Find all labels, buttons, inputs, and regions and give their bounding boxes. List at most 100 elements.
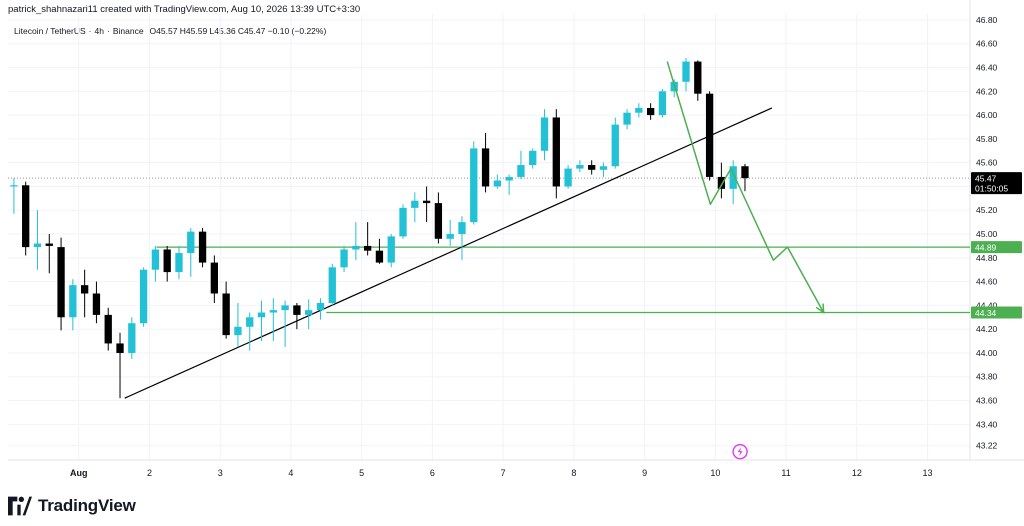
candle-body[interactable] (741, 166, 749, 179)
candle-body[interactable] (210, 262, 219, 294)
candle-body[interactable] (257, 312, 266, 318)
candle-body[interactable] (116, 343, 124, 353)
price-chart[interactable]: 43.22 43.40 43.60 43.80 44.00 44.20 44.40 44.60… (0, 0, 1024, 490)
candle-body[interactable] (470, 148, 478, 223)
candle-body[interactable] (69, 285, 77, 318)
y-tick-label: 45.80 (976, 134, 998, 144)
y-tick-label: 46.00 (976, 110, 998, 120)
candle-body[interactable] (658, 91, 667, 116)
candle-body[interactable] (269, 310, 277, 313)
candle-body[interactable] (434, 203, 443, 239)
candle-body[interactable] (316, 303, 325, 311)
candle-body[interactable] (175, 253, 183, 273)
y-tick-label: 46.40 (976, 63, 998, 73)
y-tick-label: 46.20 (976, 86, 998, 96)
candle-body[interactable] (540, 117, 549, 151)
x-tick-label: 6 (430, 468, 435, 478)
level-price-label: 44.89 (975, 243, 997, 253)
y-tick-label: 44.80 (976, 253, 998, 263)
y-tick-label: 44.00 (976, 348, 998, 358)
tradingview-logo-icon (8, 496, 32, 516)
candle-body[interactable] (128, 323, 136, 353)
projection-arrowhead (815, 303, 825, 315)
candle-body[interactable] (599, 166, 608, 170)
last-price-label: 45.47 (975, 174, 997, 184)
ohlc-values: O45.57 H45.59 L45.36 C45.47 −0.10 (−0.22… (149, 26, 327, 36)
candle-body[interactable] (588, 165, 596, 170)
last-price-label: 01:50:05 (975, 184, 1008, 194)
candle-body[interactable] (340, 249, 348, 268)
candle-body[interactable] (717, 176, 726, 189)
y-tick-label: 46.60 (976, 39, 998, 49)
lightning-bolt-glyph (737, 447, 743, 457)
symbol-exchange: Binance (112, 26, 144, 36)
candle-body[interactable] (151, 249, 160, 270)
symbol-name[interactable]: Litecoin / TetherUS (14, 26, 86, 36)
candle-body[interactable] (446, 234, 454, 239)
candle-body[interactable] (234, 326, 242, 336)
candle-body[interactable] (458, 222, 466, 235)
candle-body[interactable] (163, 249, 171, 273)
candle-body[interactable] (481, 148, 490, 187)
y-tick-label: 43.60 (976, 396, 998, 406)
tradingview-logo[interactable]: TradingView (8, 494, 136, 518)
candle-body[interactable] (352, 245, 360, 250)
candle-body[interactable] (22, 185, 30, 248)
x-tick-label: 5 (359, 468, 364, 478)
x-tick-label: 10 (710, 468, 720, 478)
level-price-label-bg (971, 306, 1022, 319)
candle-body[interactable] (33, 243, 42, 248)
candle-body[interactable] (187, 231, 195, 254)
candle-body[interactable] (293, 305, 301, 315)
y-tick-label: 44.60 (976, 277, 998, 287)
symbol-interval[interactable]: 4h (94, 26, 104, 36)
x-tick-label: 7 (501, 468, 506, 478)
symbol-legend[interactable]: Litecoin / TetherUS · 4h · Binance O45.57 H45… (14, 26, 327, 36)
x-tick-label: 3 (218, 468, 223, 478)
candle-body[interactable] (611, 124, 619, 167)
x-tick-label: 9 (642, 468, 647, 478)
candle-body[interactable] (682, 61, 690, 82)
x-tick-label: 12 (852, 468, 862, 478)
candle-body[interactable] (422, 200, 431, 204)
candle-body[interactable] (80, 285, 89, 294)
candle-body[interactable] (198, 231, 207, 263)
candle-body[interactable] (694, 61, 702, 94)
candle-body[interactable] (576, 165, 584, 169)
candle-body[interactable] (623, 112, 631, 125)
candle-body[interactable] (57, 247, 65, 318)
candle-body[interactable] (505, 176, 513, 181)
y-tick-label: 44.20 (976, 324, 998, 334)
candle-body[interactable] (387, 236, 395, 263)
candle-body[interactable] (552, 117, 560, 187)
y-tick-label: 45.00 (976, 229, 998, 239)
candle-body[interactable] (222, 293, 230, 336)
candle-body[interactable] (10, 185, 18, 187)
candle-body[interactable] (281, 305, 289, 311)
x-tick-label: 13 (923, 468, 933, 478)
candle-body[interactable] (705, 93, 714, 177)
candle-body[interactable] (399, 207, 407, 237)
candle-body[interactable] (493, 180, 502, 187)
candle-body[interactable] (564, 168, 572, 187)
candle-body[interactable] (729, 166, 737, 189)
candle-body[interactable] (375, 250, 384, 263)
candle-body[interactable] (635, 107, 643, 113)
candle-body[interactable] (45, 243, 53, 246)
candle-body[interactable] (246, 317, 254, 327)
candle-body[interactable] (411, 200, 419, 208)
last-price-label-bg (971, 172, 1022, 195)
y-tick-label: 44.40 (976, 300, 998, 310)
candle-body[interactable] (104, 314, 112, 344)
candle-body[interactable] (305, 310, 313, 315)
y-tick-label: 43.40 (976, 419, 998, 429)
candle-body[interactable] (646, 107, 655, 116)
candle-body[interactable] (529, 150, 537, 166)
candle-body[interactable] (517, 165, 525, 177)
candle-body[interactable] (363, 245, 372, 251)
candle-body[interactable] (92, 293, 101, 315)
level-price-label: 44.34 (975, 308, 997, 318)
chart-credit: patrick_shahnazari11 created with Tradin… (8, 4, 361, 15)
candle-body[interactable] (328, 267, 336, 304)
candle-body[interactable] (139, 269, 148, 324)
